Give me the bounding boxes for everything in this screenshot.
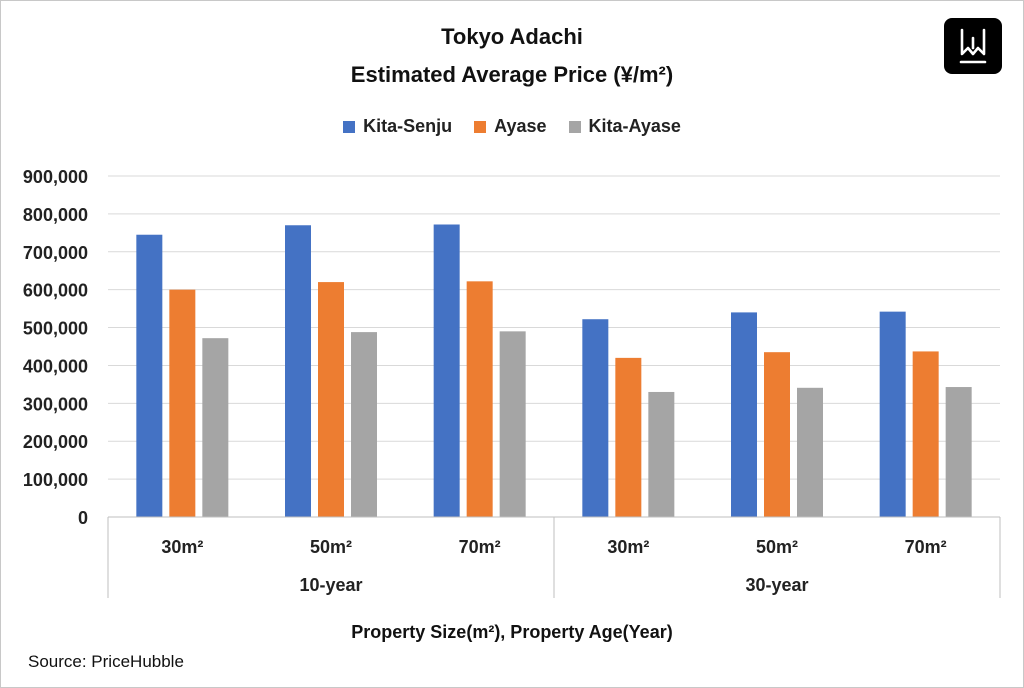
x-tick-label: 50m² [756, 537, 798, 557]
bar-kita-ayase [797, 387, 823, 517]
legend-swatch [343, 120, 356, 133]
bar-ayase [169, 289, 196, 517]
bar-kita-ayase [351, 332, 377, 517]
bar-ayase [764, 352, 790, 517]
w-logo-icon [944, 18, 1002, 74]
bar-kita-senju [285, 225, 311, 517]
bar-kita-senju [731, 312, 757, 517]
bar-kita-ayase [499, 331, 526, 517]
bar-kita-senju [433, 224, 460, 517]
y-tick-label: 200,000 [23, 432, 88, 452]
bar-ayase [912, 351, 939, 517]
y-tick-label: 700,000 [23, 243, 88, 263]
source-note: Source: PriceHubble [28, 652, 184, 671]
chart-subtitle: Estimated Average Price (¥/m²) [350, 62, 674, 87]
bar-kita-senju [136, 234, 163, 517]
x-tick-label: 70m² [459, 537, 501, 557]
chart-title: Tokyo Adachi [441, 24, 583, 49]
legend-label: Kita-Senju [363, 116, 453, 136]
legend-swatch [568, 120, 581, 133]
y-tick-label: 900,000 [23, 167, 88, 187]
group-label: 30-year [745, 575, 808, 595]
bar-kita-senju [582, 319, 609, 517]
bar-kita-ayase [648, 391, 675, 517]
x-tick-label: 50m² [310, 537, 352, 557]
y-tick-label: 0 [78, 508, 88, 528]
y-tick-label: 500,000 [23, 319, 88, 339]
x-tick-label: 30m² [161, 537, 203, 557]
group-label: 10-year [299, 575, 362, 595]
x-tick-label: 70m² [905, 537, 947, 557]
bar-ayase [318, 282, 344, 517]
bar-kita-senju [879, 311, 906, 517]
bar-ayase [466, 281, 493, 517]
y-tick-label: 300,000 [23, 394, 88, 414]
bar-kita-ayase [202, 338, 229, 517]
x-axis-title: Property Size(m²), Property Age(Year) [351, 622, 673, 642]
legend-item-ayase: Ayase [474, 116, 547, 137]
bar-kita-ayase [945, 387, 972, 517]
legend-swatch [474, 120, 487, 133]
y-tick-label: 100,000 [23, 470, 88, 490]
bar-ayase [615, 357, 642, 517]
y-tick-label: 800,000 [23, 205, 88, 225]
x-tick-label: 30m² [607, 537, 649, 557]
y-tick-label: 400,000 [23, 356, 88, 376]
chart-legend: Kita-Senju Ayase Kita-Ayase [0, 116, 1024, 137]
legend-label: Kita-Ayase [588, 116, 681, 136]
y-tick-label: 600,000 [23, 281, 88, 301]
legend-item-kita-ayase: Kita-Ayase [568, 116, 681, 137]
legend-label: Ayase [494, 116, 547, 136]
legend-item-kita-senju: Kita-Senju [343, 116, 452, 137]
